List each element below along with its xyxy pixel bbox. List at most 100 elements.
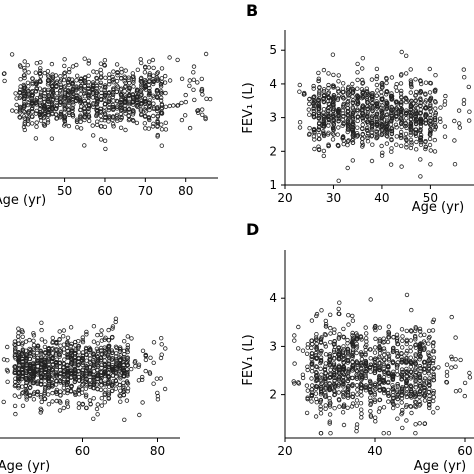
data-point	[418, 135, 423, 140]
data-point	[146, 59, 152, 64]
data-point	[118, 376, 123, 381]
data-point	[317, 124, 322, 130]
data-point	[355, 125, 360, 130]
data-point	[155, 123, 160, 129]
data-point	[78, 91, 83, 97]
data-point	[467, 375, 473, 380]
data-point	[380, 115, 385, 121]
data-point	[83, 392, 89, 397]
data-point	[307, 96, 312, 102]
data-point	[39, 327, 44, 333]
data-point	[297, 89, 302, 94]
data-point	[16, 341, 21, 346]
data-point	[62, 118, 67, 123]
data-point	[372, 370, 378, 375]
data-point	[311, 108, 316, 114]
data-point	[94, 102, 99, 107]
data-point	[82, 110, 88, 115]
data-point	[368, 390, 374, 395]
data-point	[408, 130, 414, 135]
data-point	[94, 122, 100, 127]
data-point	[99, 338, 104, 343]
data-point	[124, 398, 130, 403]
data-point	[313, 353, 319, 358]
data-point	[414, 102, 419, 107]
data-point	[162, 386, 168, 392]
data-point	[18, 87, 23, 92]
data-point	[386, 324, 392, 329]
data-point	[119, 102, 124, 108]
data-point	[370, 133, 375, 138]
data-point	[394, 125, 399, 130]
data-point	[374, 106, 379, 111]
data-point	[147, 98, 152, 103]
data-point	[54, 398, 59, 404]
data-point	[345, 108, 351, 114]
data-point	[350, 335, 356, 340]
data-point	[314, 356, 319, 361]
data-point	[336, 369, 342, 375]
data-point	[106, 343, 112, 348]
data-point	[389, 128, 394, 133]
data-point	[22, 85, 27, 90]
data-point	[83, 379, 89, 384]
data-point	[365, 97, 370, 103]
data-point	[365, 133, 370, 139]
data-point	[327, 404, 333, 409]
data-point	[65, 399, 70, 404]
data-point	[21, 73, 27, 78]
data-point	[359, 407, 364, 412]
data-point	[386, 365, 391, 370]
data-point	[418, 174, 423, 179]
data-point	[365, 106, 370, 112]
data-point	[106, 396, 111, 401]
data-point	[127, 80, 132, 86]
data-point	[412, 333, 418, 339]
data-point	[391, 405, 396, 411]
data-point	[70, 80, 75, 86]
data-point	[30, 76, 35, 81]
data-point	[355, 131, 360, 136]
data-point	[65, 88, 71, 94]
data-point	[326, 71, 331, 76]
data-point	[159, 143, 164, 148]
data-point	[340, 94, 345, 99]
data-point	[86, 79, 91, 85]
data-point	[46, 345, 52, 351]
data-point	[154, 106, 160, 111]
data-point	[363, 371, 368, 377]
data-point	[50, 335, 55, 341]
data-point	[24, 360, 29, 366]
data-point	[453, 364, 458, 369]
data-point	[380, 130, 385, 136]
data-point	[61, 334, 66, 339]
data-point	[359, 356, 365, 362]
data-point	[114, 104, 120, 109]
data-point	[102, 97, 107, 102]
data-point	[99, 396, 104, 401]
data-point	[35, 355, 40, 361]
data-point	[58, 378, 63, 383]
data-point	[78, 115, 83, 120]
data-point	[163, 90, 168, 96]
data-point	[354, 383, 360, 388]
data-point	[350, 90, 356, 95]
data-point	[355, 115, 360, 120]
data-point	[314, 337, 319, 342]
data-point	[350, 125, 356, 130]
data-point	[37, 111, 43, 117]
data-point	[155, 390, 160, 396]
data-point	[110, 121, 116, 127]
data-point	[50, 92, 55, 97]
data-point	[408, 338, 414, 343]
y-tick-label: 3	[269, 111, 277, 125]
data-point	[150, 124, 156, 129]
data-point	[2, 78, 7, 84]
data-point	[326, 109, 331, 114]
data-point	[76, 401, 82, 406]
data-point	[354, 376, 359, 381]
data-point	[46, 78, 51, 83]
data-point	[69, 341, 74, 347]
data-point	[408, 376, 413, 381]
data-point	[313, 386, 319, 391]
